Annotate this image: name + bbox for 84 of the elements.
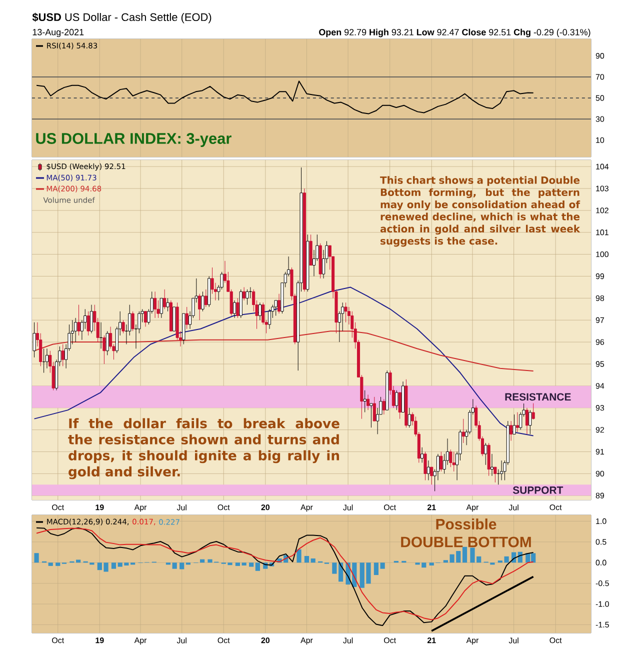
candlestick <box>528 410 532 434</box>
candlestick <box>382 398 386 415</box>
candlestick <box>344 302 348 323</box>
bar <box>332 562 337 574</box>
candlestick <box>452 451 456 472</box>
candlestick <box>201 291 204 312</box>
candlestick <box>366 394 370 410</box>
bar <box>172 562 177 569</box>
candlestick <box>268 308 272 330</box>
candlestick <box>525 408 528 434</box>
bar <box>34 553 39 563</box>
candlestick <box>185 306 188 330</box>
candlestick <box>370 403 373 428</box>
candlestick <box>233 300 236 318</box>
candlestick <box>512 414 516 434</box>
candlestick <box>449 449 452 468</box>
bar <box>56 562 60 566</box>
chart-title: $USD US Dollar - Cash Settle (EOD) <box>32 12 212 24</box>
candlestick <box>122 320 125 334</box>
annotation: This chart shows a potential Double Bottom forming, but the pattern may only be consolidation ahead of renewed decline, which is what the action in gold and silver last week suggests is the case. <box>380 176 580 247</box>
candlestick <box>86 311 90 336</box>
candlestick <box>131 311 134 332</box>
candlestick <box>90 304 94 334</box>
candlestick <box>490 454 494 476</box>
candlestick <box>484 442 488 466</box>
candlestick <box>106 330 109 356</box>
bar <box>111 562 116 569</box>
bar <box>235 562 240 566</box>
chart-subtitle: 13-Aug-2021 <box>32 28 84 38</box>
candlestick <box>462 418 465 444</box>
bar <box>380 562 385 569</box>
candlestick <box>510 420 513 442</box>
candlestick <box>242 286 246 301</box>
candlestick <box>61 344 64 366</box>
candlestick <box>258 302 262 320</box>
candlestick <box>430 466 434 485</box>
candlestick <box>154 291 157 318</box>
candlestick <box>408 408 411 428</box>
candlestick <box>198 294 202 320</box>
bar <box>304 556 310 563</box>
bar <box>180 562 184 570</box>
candlestick <box>372 396 376 422</box>
text: Open 92.79 High 93.21 Low 92.47 Close 92.51 Chg -0.29 (-0.31%) <box>319 28 590 38</box>
bar <box>462 546 468 563</box>
candlestick <box>424 451 427 480</box>
band-label: SUPPORT <box>512 486 564 494</box>
candlestick <box>166 298 170 312</box>
candlestick <box>278 294 281 314</box>
candlestick <box>426 460 430 480</box>
candlestick <box>500 460 504 480</box>
bar <box>255 562 260 571</box>
bar <box>249 562 254 567</box>
candlestick <box>398 392 402 420</box>
candlestick <box>516 412 519 432</box>
candlestick <box>102 335 106 364</box>
candlestick <box>32 322 36 358</box>
annotation: If the dollar fails to break above the resistance shown and turns and drops, it should ignite a big rally in gold and silver. <box>68 418 340 480</box>
candlestick <box>45 348 49 369</box>
candlestick <box>204 289 208 308</box>
candlestick <box>494 466 497 483</box>
candlestick <box>440 451 443 472</box>
candlestick <box>236 298 240 318</box>
bar <box>374 562 379 576</box>
candlestick <box>163 289 166 310</box>
candlestick <box>420 447 424 463</box>
candlestick <box>144 311 148 327</box>
band-label: RESISTANCE <box>505 393 571 401</box>
annotation: US DOLLAR INDEX: 3-year <box>36 133 232 147</box>
bar <box>242 562 246 566</box>
line-series <box>36 80 534 114</box>
bar <box>310 558 316 563</box>
candlestick <box>274 300 278 316</box>
annotation: Possible <box>436 518 496 530</box>
annotation: DOUBLE BOTTOM <box>401 536 531 548</box>
candlestick <box>77 304 80 336</box>
line-series <box>34 330 534 372</box>
bar <box>296 549 302 563</box>
candlestick <box>532 403 535 420</box>
candlestick <box>395 390 398 410</box>
bar <box>48 562 53 566</box>
candlestick <box>74 318 78 342</box>
candlestick <box>363 390 366 412</box>
candlestick <box>160 298 163 318</box>
candlestick <box>246 289 249 306</box>
